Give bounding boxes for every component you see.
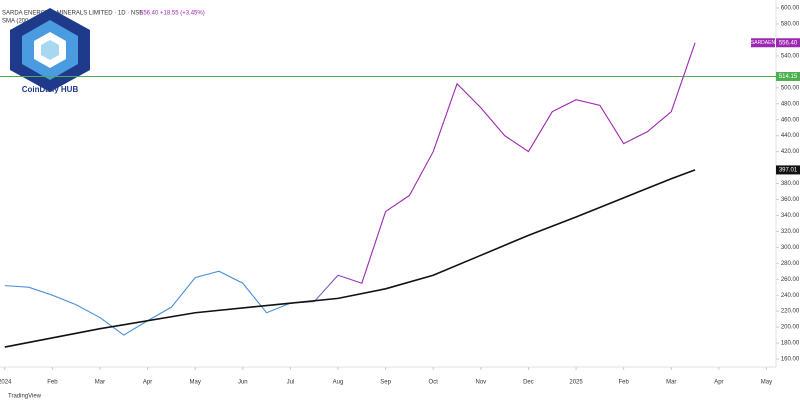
x-tick-label: Jul bbox=[287, 380, 295, 386]
y-tick-label: 240.00 bbox=[781, 293, 800, 299]
symbol: SARDA ENERGY & MINERALS LIMITED · 1D · N… bbox=[2, 11, 143, 17]
y-tick-label: 540.00 bbox=[781, 53, 800, 59]
y-tick-label: 300.00 bbox=[781, 245, 800, 251]
x-tick-label: Sep bbox=[380, 380, 391, 386]
x-tick-label: Apr bbox=[143, 380, 152, 386]
y-tick-label: 160.00 bbox=[781, 357, 800, 363]
x-tick-label: 2025 bbox=[569, 380, 583, 386]
quote: 556.40 +18.55 (+3.45%) bbox=[140, 11, 205, 17]
y-tick-label: 360.00 bbox=[781, 197, 800, 203]
x-tick-label: Feb bbox=[47, 380, 58, 386]
x-tick-label: 2024 bbox=[0, 380, 12, 386]
x-tick-label: Jun bbox=[238, 380, 248, 386]
y-tick-label: 320.00 bbox=[781, 229, 800, 235]
series-badge-name: SARDAEN bbox=[751, 40, 776, 46]
y-tick-label: 220.00 bbox=[781, 309, 800, 315]
series-badge bbox=[751, 38, 775, 48]
footer: TradingView bbox=[8, 394, 42, 400]
series-badge bbox=[776, 38, 800, 48]
y-tick-label: 500.00 bbox=[781, 85, 800, 91]
x-tick-label: Aug bbox=[333, 380, 344, 386]
indicator: SMA (200, close) bbox=[2, 19, 48, 25]
x-tick-label: Feb bbox=[618, 380, 629, 386]
y-tick-label: 340.00 bbox=[781, 213, 800, 219]
x-tick-label: Dec bbox=[523, 380, 534, 386]
y-tick-label: 460.00 bbox=[781, 117, 800, 123]
price-badge-label: 514.15 bbox=[779, 74, 798, 80]
y-tick-label: 600.00 bbox=[781, 6, 800, 12]
x-tick-label: Mar bbox=[666, 380, 676, 386]
y-tick-label: 480.00 bbox=[781, 101, 800, 107]
x-tick-label: Oct bbox=[429, 380, 439, 386]
x-tick-label: Nov bbox=[475, 380, 486, 386]
y-tick-label: 420.00 bbox=[781, 149, 800, 155]
logo-hex bbox=[41, 40, 59, 60]
series-line bbox=[4, 42, 696, 336]
x-tick-label: May bbox=[190, 380, 201, 386]
series-badge bbox=[776, 165, 800, 175]
y-tick-label: 280.00 bbox=[781, 261, 800, 267]
x-tick-label: Mar bbox=[95, 380, 105, 386]
logo-text: CoinDaily HUB bbox=[22, 85, 79, 94]
series-badge-value: 556.40 bbox=[779, 40, 798, 46]
x-tick-label: Apr bbox=[714, 380, 723, 386]
logo: CoinDaily HUB bbox=[10, 8, 90, 94]
series-line bbox=[4, 169, 696, 348]
y-tick-label: 380.00 bbox=[781, 181, 800, 187]
series-badge-value: 397.01 bbox=[779, 168, 798, 174]
y-tick-label: 260.00 bbox=[781, 277, 800, 283]
y-tick-label: 180.00 bbox=[781, 341, 800, 347]
price-badge bbox=[776, 71, 800, 81]
y-tick-label: 440.00 bbox=[781, 133, 800, 139]
x-tick-label: May bbox=[761, 380, 772, 386]
y-tick-label: 200.00 bbox=[781, 325, 800, 331]
y-tick-label: 580.00 bbox=[781, 22, 800, 28]
